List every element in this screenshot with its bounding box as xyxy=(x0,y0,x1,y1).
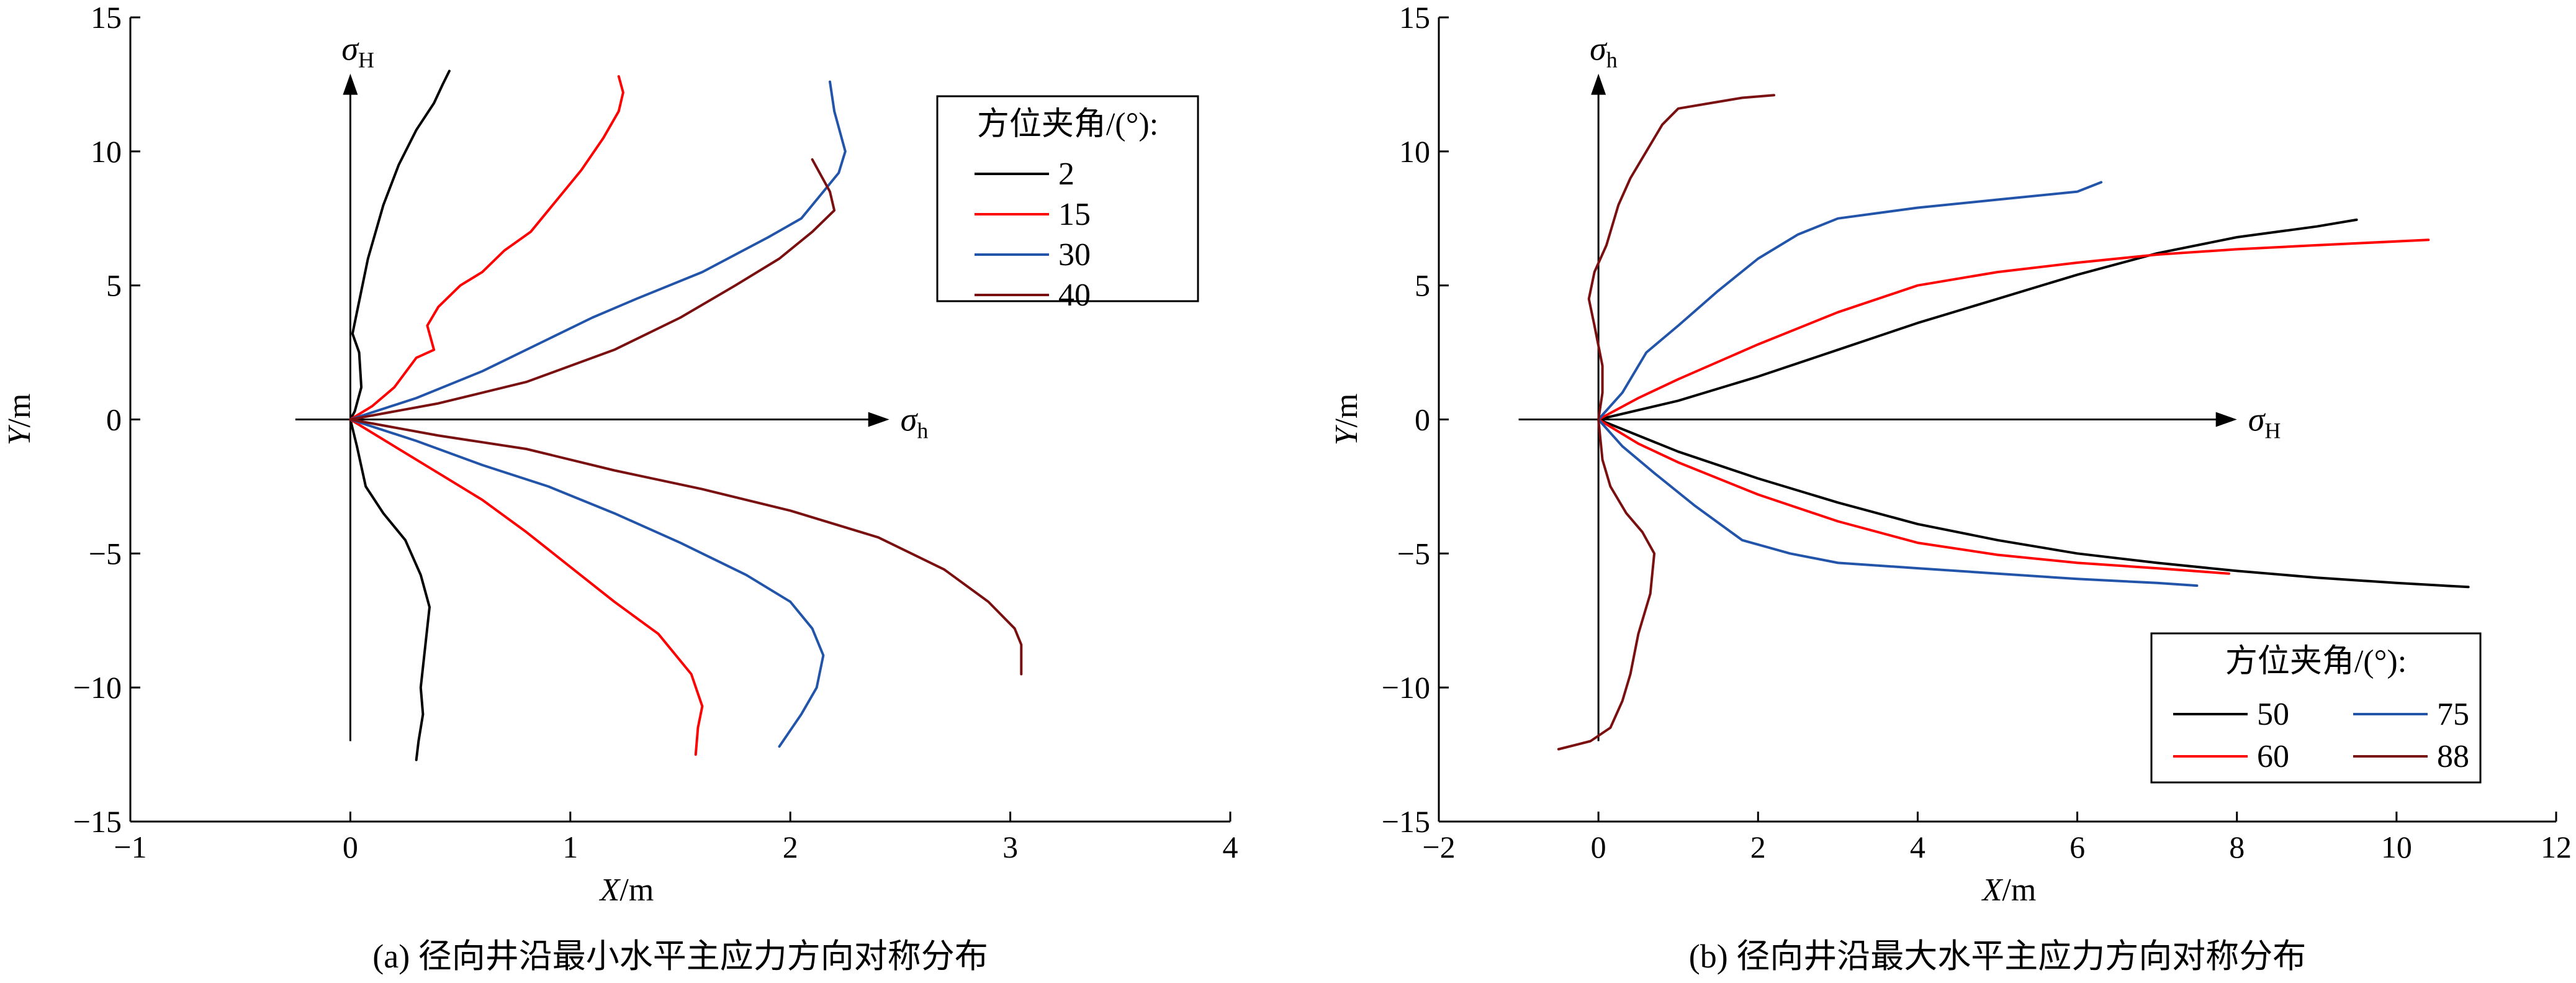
y-tick-label: 0 xyxy=(1415,402,1430,437)
legend-label-60: 60 xyxy=(2257,739,2289,774)
legend-label-50: 50 xyxy=(2257,697,2289,732)
x-tick-label: 4 xyxy=(1910,830,1925,864)
legend-title: 方位夹角/(°): xyxy=(2225,644,2407,679)
y-axis-title-unit: /m xyxy=(1329,394,1364,428)
series-40-lower-line xyxy=(349,418,1023,676)
chart-caption: (a) 径向井沿最小水平主应力方向对称分布 xyxy=(372,938,988,975)
y-tick-label: −5 xyxy=(89,536,122,571)
series-75-lower-line xyxy=(1597,418,2199,587)
x-tick-label: 8 xyxy=(2229,830,2245,864)
y-tick-label: 10 xyxy=(1399,134,1430,169)
series-15-upper-line xyxy=(349,75,624,421)
series-50-lower-line xyxy=(1597,418,2470,589)
y-tick-label: 15 xyxy=(1399,0,1430,35)
series-30 xyxy=(349,80,847,748)
series-60 xyxy=(1597,238,2430,575)
vertical-sigma-label: σH xyxy=(341,30,374,73)
vertical-arrow-head xyxy=(1591,73,1606,95)
legend-label-30: 30 xyxy=(1058,237,1091,273)
series-88-upper-line xyxy=(1587,94,1775,421)
legend-label-2: 2 xyxy=(1058,156,1074,192)
series-60-upper-line xyxy=(1597,238,2430,421)
sigma-symbol: σ xyxy=(1590,30,1608,68)
y-tick-label: −10 xyxy=(1382,670,1430,705)
y-tick-label: −15 xyxy=(1382,804,1430,839)
x-tick-label: 0 xyxy=(1591,830,1606,864)
legend-title: 方位夹角/(°): xyxy=(977,107,1158,142)
x-tick-label: 6 xyxy=(2069,830,2085,864)
y-tick-label: 0 xyxy=(106,402,122,437)
legend: 方位夹角/(°): 2 15 30 40 xyxy=(936,95,1199,313)
x-axis-title: X/m xyxy=(599,872,654,908)
series-40 xyxy=(349,158,1023,676)
x-tick-label: 12 xyxy=(2541,830,2572,864)
series-15 xyxy=(349,75,704,756)
y-tick-label: −5 xyxy=(1397,536,1430,571)
horizontal-sigma-label: σh xyxy=(901,401,929,443)
legend-label-88: 88 xyxy=(2437,739,2469,774)
series-2 xyxy=(349,70,451,761)
legend-label-40: 40 xyxy=(1058,278,1091,313)
y-axis-title: Y/m xyxy=(1329,394,1364,446)
sigma-subscript: h xyxy=(917,419,928,443)
sigma-subscript: H xyxy=(358,48,374,73)
y-axis-title-var: Y xyxy=(1329,424,1364,445)
x-tick-label: −1 xyxy=(114,830,146,864)
x-axis-title-unit: /m xyxy=(2002,872,2036,908)
x-tick-label: 1 xyxy=(562,830,578,864)
y-tick-label: −15 xyxy=(73,804,122,839)
x-axis-title-unit: /m xyxy=(619,872,654,908)
y-tick-label: −10 xyxy=(73,670,122,705)
legend-label-15: 15 xyxy=(1058,197,1091,232)
y-axis-title-var: Y xyxy=(2,424,37,445)
legend-box xyxy=(936,95,1199,302)
horizontal-arrow-head xyxy=(2215,412,2237,427)
series-88-lower-line xyxy=(1557,418,1656,751)
series-50-upper-line xyxy=(1597,218,2358,421)
horizontal-sigma-label: σH xyxy=(2248,401,2281,443)
x-tick-label: 0 xyxy=(343,830,358,864)
sigma-symbol: σ xyxy=(2248,401,2266,438)
vertical-sigma-label: σh xyxy=(1590,30,1618,73)
x-tick-label: 4 xyxy=(1223,830,1238,864)
y-axis-title: Y/m xyxy=(2,394,37,446)
y-tick-label: 5 xyxy=(1415,268,1430,303)
legend-label-75: 75 xyxy=(2437,697,2469,732)
series-50 xyxy=(1597,218,2470,589)
y-tick-label: 15 xyxy=(91,0,122,35)
chart-caption: (b) 径向井沿最大水平主应力方向对称分布 xyxy=(1689,938,2306,975)
x-axis-title-var: X xyxy=(1981,872,2004,908)
series-75 xyxy=(1597,181,2199,587)
series-2-lower-line xyxy=(349,418,431,761)
legend: 方位夹角/(°): 50 60 75 88 xyxy=(2150,632,2482,784)
y-tick-label: 5 xyxy=(106,268,122,303)
x-tick-label: 10 xyxy=(2381,830,2412,864)
series-75-upper-line xyxy=(1597,181,2103,421)
x-tick-label: 3 xyxy=(1002,830,1018,864)
series-2-upper-line xyxy=(349,70,451,421)
sigma-subscript: H xyxy=(2264,419,2281,443)
series-30-upper-line xyxy=(349,80,847,421)
x-axis-title-var: X xyxy=(599,872,621,908)
series-15-lower-line xyxy=(349,418,704,756)
x-tick-label: −2 xyxy=(1422,830,1455,864)
x-tick-label: 2 xyxy=(783,830,798,864)
x-tick-label: 2 xyxy=(1750,830,1766,864)
series-88 xyxy=(1557,94,1775,751)
sigma-subscript: h xyxy=(1606,48,1618,73)
sigma-symbol: σ xyxy=(341,30,359,68)
vertical-arrow-head xyxy=(343,73,358,95)
sigma-symbol: σ xyxy=(901,401,919,438)
series-40-upper-line xyxy=(349,158,836,421)
series-30-lower-line xyxy=(349,418,825,748)
x-axis-title: X/m xyxy=(1981,872,2037,908)
y-tick-label: 10 xyxy=(91,134,122,169)
y-axis-title-unit: /m xyxy=(2,394,37,428)
series-60-lower-line xyxy=(1597,418,2230,575)
horizontal-arrow-head xyxy=(868,412,889,427)
